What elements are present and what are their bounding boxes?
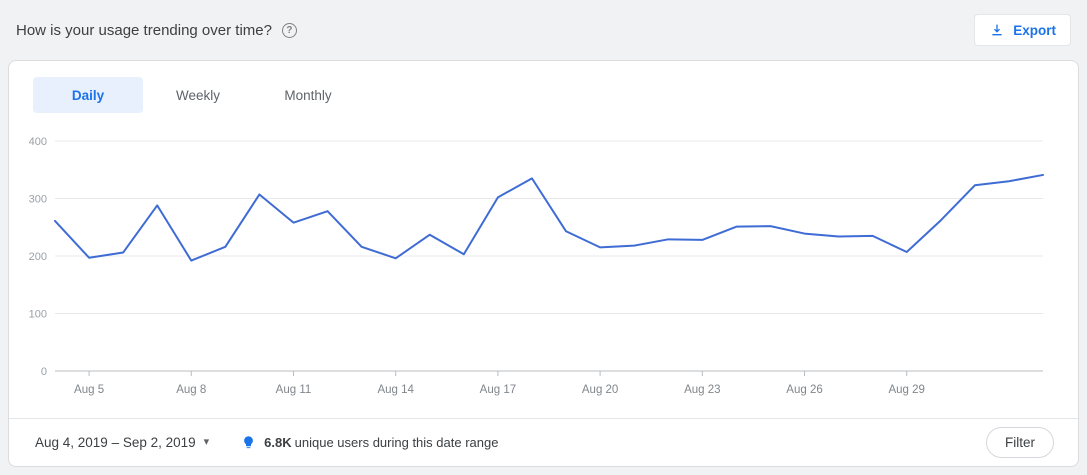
svg-text:300: 300 (29, 194, 47, 206)
svg-text:Aug 20: Aug 20 (582, 384, 618, 396)
svg-text:400: 400 (29, 136, 47, 148)
tab-daily[interactable]: Daily (33, 77, 143, 113)
export-button[interactable]: Export (974, 14, 1071, 46)
insight-text: 6.8K unique users during this date range (264, 435, 498, 450)
chart-area: 0 100 200 300 400 Aug 5 Aug 8 Aug 11 Aug 14 Aug 1… (9, 113, 1078, 418)
svg-text:100: 100 (29, 309, 47, 321)
svg-text:Aug 26: Aug 26 (786, 384, 822, 396)
tab-monthly[interactable]: Monthly (284, 87, 332, 103)
svg-text:200: 200 (29, 251, 47, 263)
usage-line-chart: 0 100 200 300 400 Aug 5 Aug 8 Aug 11 Aug 14 Aug 1… (29, 136, 1044, 396)
chevron-down-icon: ▾ (203, 436, 210, 448)
insight-value: 6.8K (264, 435, 292, 450)
download-icon (989, 22, 1005, 38)
granularity-tabs: Daily Weekly Monthly (33, 77, 1078, 113)
svg-text:Aug 29: Aug 29 (888, 384, 924, 396)
insight-note: 6.8K unique users during this date range (241, 435, 498, 450)
svg-text:Aug 8: Aug 8 (176, 384, 206, 396)
usage-trend-card: Daily Weekly Monthly 0 100 200 300 400 Aug 5 A… (8, 60, 1079, 467)
svg-text:Aug 11: Aug 11 (276, 384, 312, 396)
filter-button[interactable]: Filter (986, 427, 1054, 458)
svg-text:Aug 23: Aug 23 (684, 384, 720, 396)
top-bar: How is your usage trending over time? ? … (0, 0, 1087, 60)
svg-text:Aug 17: Aug 17 (480, 384, 516, 396)
svg-text:Aug 14: Aug 14 (377, 384, 414, 396)
date-range-label: Aug 4, 2019 – Sep 2, 2019 (35, 435, 196, 450)
lightbulb-icon (241, 435, 256, 450)
insight-description: unique users during this date range (294, 435, 499, 450)
date-range-selector[interactable]: Aug 4, 2019 – Sep 2, 2019 ▾ (35, 435, 209, 450)
svg-text:Aug 5: Aug 5 (74, 384, 104, 396)
svg-text:0: 0 (41, 366, 47, 378)
export-button-label: Export (1013, 22, 1056, 38)
card-footer: Aug 4, 2019 – Sep 2, 2019 ▾ 6.8K unique u… (9, 418, 1078, 466)
help-icon[interactable]: ? (281, 22, 297, 38)
tab-weekly[interactable]: Weekly (175, 87, 220, 103)
page-title: How is your usage trending over time? (16, 21, 272, 39)
